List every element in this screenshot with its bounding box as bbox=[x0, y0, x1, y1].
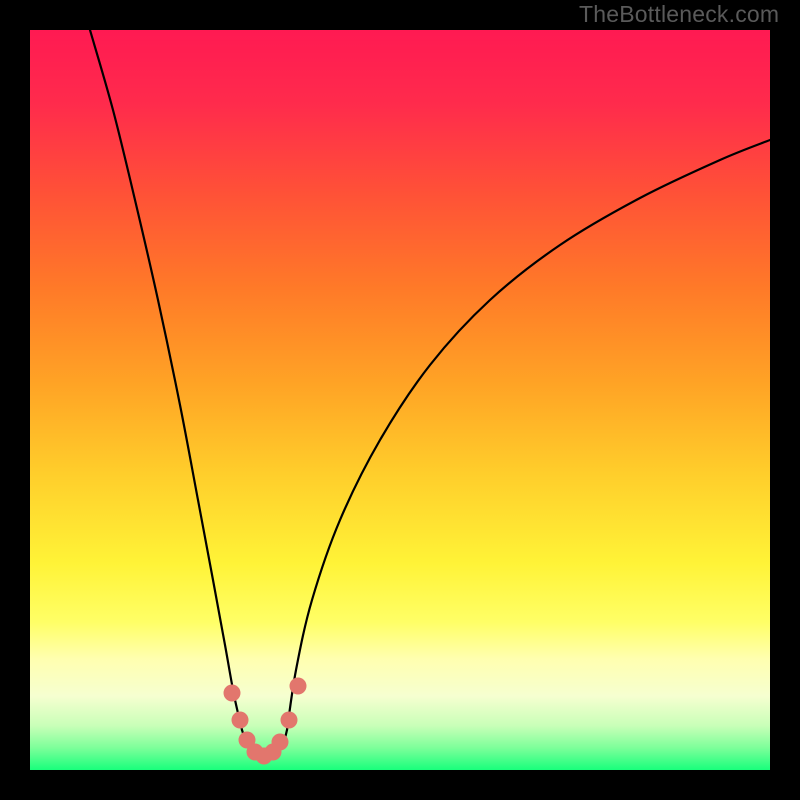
marker-dot bbox=[281, 712, 298, 729]
marker-dot bbox=[224, 685, 241, 702]
curve-left-branch bbox=[90, 30, 242, 730]
curve-right-branch bbox=[287, 140, 770, 730]
chart-overlay bbox=[0, 0, 800, 800]
marker-dot bbox=[272, 734, 289, 751]
watermark-text: TheBottleneck.com bbox=[579, 1, 779, 28]
outer-frame: TheBottleneck.com bbox=[0, 0, 800, 800]
marker-dot bbox=[290, 678, 307, 695]
marker-dot bbox=[232, 712, 249, 729]
bottleneck-curve bbox=[90, 30, 770, 757]
marker-cluster bbox=[224, 678, 307, 765]
